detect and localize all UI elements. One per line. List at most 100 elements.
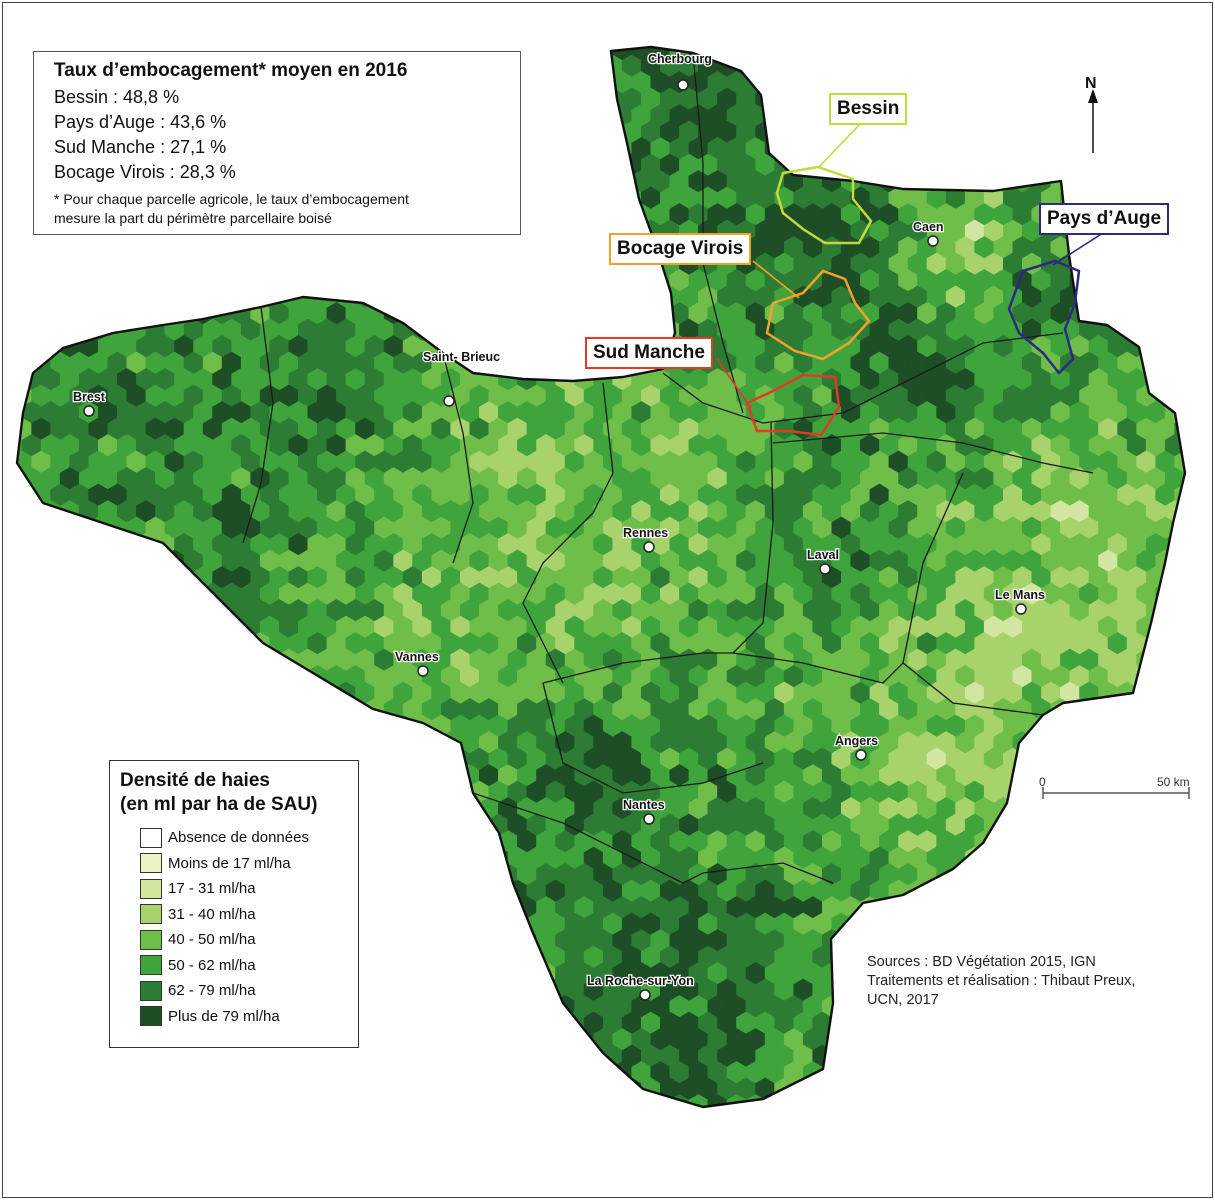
hex-cell [107, 1044, 128, 1068]
hex-cell [1203, 567, 1212, 589]
hex-cell [240, 714, 261, 738]
hex-cell [126, 615, 147, 639]
hex-cell [17, 1028, 23, 1051]
hex-cell [1012, 1061, 1033, 1084]
hex-cell [174, 236, 194, 259]
hex-cell [1118, 22, 1137, 44]
hex-cell [336, 714, 356, 738]
hex-cell [1145, 632, 1166, 655]
legend-row: 50 - 62 ml/ha [140, 953, 358, 979]
hex-cell [1041, 22, 1060, 44]
hex-cell [31, 714, 51, 738]
hex-cell [1069, 863, 1090, 886]
hex-cell [155, 698, 175, 721]
hex-cell [288, 1061, 309, 1084]
hex-cell [1079, 747, 1099, 771]
hex-cell [145, 648, 166, 672]
hex-cell [450, 945, 471, 969]
hex-cell [545, 54, 566, 78]
hex-cell [1031, 47, 1052, 61]
hex-cell [1069, 137, 1090, 160]
hex-cell [3, 550, 13, 572]
stats-note-line1: * Pour chaque parcelle agricole, le taux… [54, 191, 409, 207]
hex-cell [1145, 1094, 1166, 1107]
hex-cell [155, 599, 175, 622]
hex-cell [21, 830, 42, 853]
hex-cell [507, 285, 528, 309]
hex-cell [612, 170, 633, 193]
hex-cell [879, 1028, 899, 1051]
hex-cell [50, 978, 70, 1002]
hex-cell [1203, 798, 1212, 820]
hex-cell [593, 137, 614, 160]
hex-cell [983, 879, 1004, 903]
hex-cell [412, 1044, 433, 1068]
hex-cell [1088, 137, 1109, 160]
hex-cell [1164, 599, 1185, 622]
hex-cell [737, 22, 756, 44]
hex-cell [1136, 945, 1156, 969]
hex-cell [117, 698, 137, 721]
hex-cell [17, 731, 23, 754]
hex-cell [602, 186, 623, 210]
hex-cell [564, 285, 585, 309]
hex-cell [374, 945, 394, 969]
hex-cell [59, 797, 80, 820]
hex-cell [212, 236, 232, 259]
hex-cell [831, 1011, 852, 1035]
hex-cell [1174, 219, 1185, 243]
hex-cell [1069, 1028, 1090, 1051]
hex-cell [926, 1044, 947, 1068]
hex-cell [536, 203, 556, 226]
hex-cell [40, 302, 61, 325]
hex-cell [1174, 747, 1185, 771]
hex-cell [3, 154, 13, 176]
hex-cell [288, 236, 309, 259]
city-label: Le Mans [995, 588, 1045, 602]
hex-cell [431, 1077, 452, 1101]
hex-cell [164, 1044, 185, 1068]
hex-cell [993, 896, 1014, 919]
hex-cell [812, 1077, 833, 1101]
hex-cell [993, 1028, 1014, 1051]
hex-cell [21, 1061, 42, 1084]
hex-cell [383, 896, 404, 919]
hex-cell [17, 896, 23, 919]
hex-cell [793, 153, 814, 177]
hex-cell [393, 879, 413, 903]
hex-cell [450, 978, 471, 1002]
hex-cell [164, 252, 185, 276]
hex-cell [1088, 863, 1109, 886]
hex-cell [1203, 600, 1212, 622]
hex-cell [364, 269, 385, 292]
hex-cell [898, 929, 918, 952]
hex-cell [555, 170, 575, 193]
hex-cell [69, 648, 89, 672]
hex-cell [1136, 912, 1156, 936]
hex-cell [1203, 831, 1212, 853]
hex-cell [584, 1111, 603, 1133]
hex-cell [17, 1094, 23, 1107]
hex-cell [508, 1111, 527, 1133]
hex-cell [336, 1077, 356, 1101]
hex-cell [31, 285, 51, 309]
hex-cell [1184, 203, 1185, 226]
hex-cell [489, 1111, 508, 1133]
hex-cell [231, 731, 251, 754]
hex-cell [3, 1078, 13, 1100]
hex-cell [1031, 929, 1052, 952]
hex-cell [88, 912, 109, 936]
hex-cell [1137, 22, 1156, 44]
hex-cell [88, 549, 109, 573]
hex-cell [421, 929, 442, 952]
hex-cell [117, 566, 137, 589]
hex-cell [641, 1111, 660, 1133]
hex-cell [326, 1094, 347, 1107]
hex-cell [364, 764, 385, 787]
hex-cell [155, 1061, 175, 1084]
legend-label: 62 - 79 ml/ha [168, 982, 256, 1000]
hex-cell [17, 681, 32, 705]
hex-cell [1126, 731, 1147, 754]
hex-cell [1136, 780, 1156, 804]
hex-cell [374, 1011, 394, 1035]
